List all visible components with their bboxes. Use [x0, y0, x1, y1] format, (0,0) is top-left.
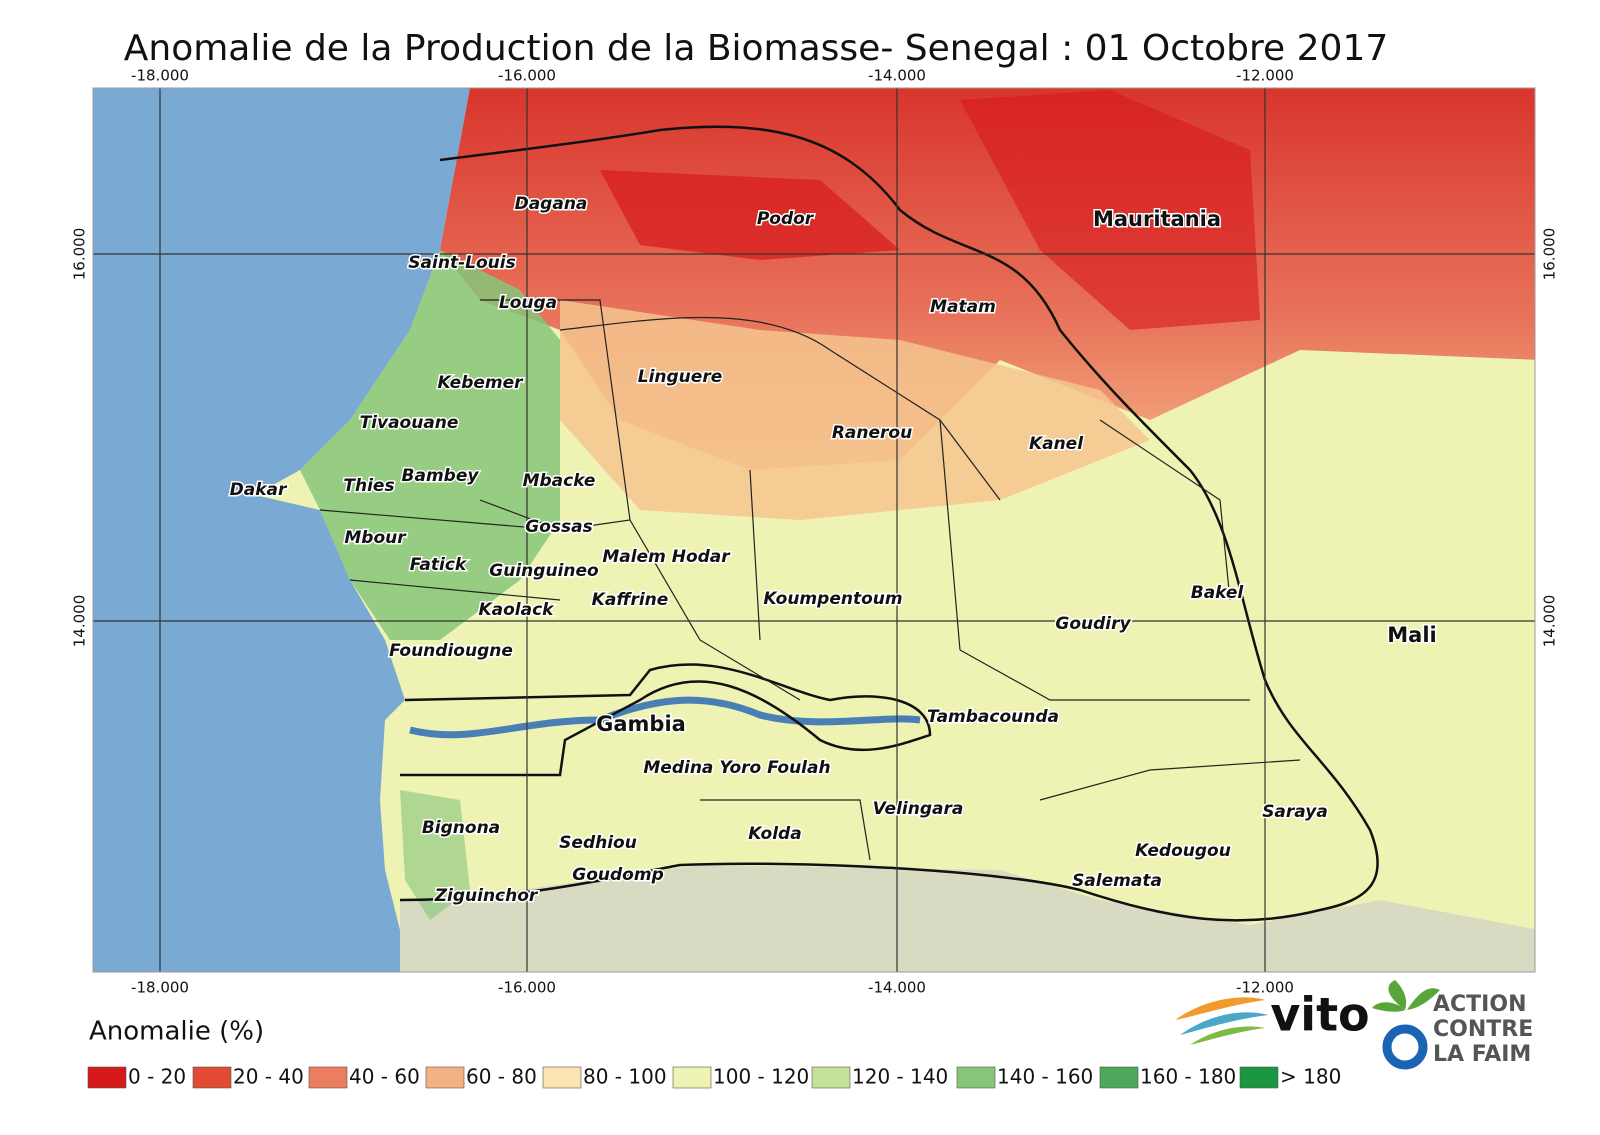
place-label: Saraya: [1262, 802, 1328, 822]
place-label: Medina Yoro Foulah: [643, 758, 830, 778]
place-label: Sedhiou: [559, 833, 637, 853]
country-label: Mali: [1387, 623, 1436, 647]
legend-swatch: [1239, 1066, 1279, 1089]
legend-swatch: [308, 1066, 348, 1089]
place-label: Koumpentoum: [763, 589, 902, 609]
country-label: Gambia: [596, 712, 686, 736]
legend-label: 80 - 100: [583, 1065, 667, 1089]
place-label: Louga: [499, 293, 557, 313]
lat-label: 16.000: [71, 228, 89, 281]
lat-label: 14.000: [1541, 595, 1559, 648]
lon-label: -12.000: [1236, 979, 1294, 997]
legend: 0 - 20 20 - 40 40 - 60 60 - 80 80 - 100 100 -…: [87, 1065, 1341, 1089]
red-core: [600, 170, 900, 260]
country-label: Mauritania: [1093, 207, 1221, 231]
vito-logo: vito: [1175, 988, 1370, 1045]
place-label: Mbacke: [523, 471, 596, 491]
legend-label: 100 - 120: [713, 1065, 809, 1089]
place-label: Guinguineo: [489, 561, 599, 581]
legend-label: 0 - 20: [128, 1065, 186, 1089]
place-label: Malem Hodar: [602, 547, 731, 567]
legend-label: 160 - 180: [1140, 1065, 1236, 1089]
place-label: Tambacounda: [927, 707, 1059, 727]
place-label: Kaffrine: [592, 590, 669, 610]
legend-swatch: [87, 1066, 127, 1089]
place-label: Kolda: [748, 824, 801, 844]
acf-line: ACTION: [1433, 992, 1526, 1017]
place-label: Goudomp: [572, 865, 663, 885]
lon-label: -14.000: [868, 67, 926, 85]
legend-swatch: [192, 1066, 232, 1089]
title: Anomalie de la Production de la Biomasse…: [124, 28, 1389, 69]
guinea-zone: [400, 865, 1535, 972]
lat-label: 16.000: [1541, 228, 1559, 281]
legend-label: > 180: [1280, 1065, 1341, 1089]
place-label: Ziguinchor: [434, 886, 539, 906]
red-core-2: [960, 90, 1260, 330]
legend-label: 120 - 140: [852, 1065, 948, 1089]
gambia-river: [409, 696, 921, 739]
place-label: Tivaouane: [360, 413, 459, 433]
lon-label: -16.000: [498, 979, 556, 997]
place-label: Salemata: [1072, 871, 1162, 891]
frame: [92, 87, 1536, 973]
peach-zone: [560, 300, 1150, 520]
lon-label: -12.000: [1236, 67, 1294, 85]
place-label: Matam: [930, 297, 996, 317]
legend-swatch: [425, 1066, 465, 1089]
legend-swatch: [811, 1066, 851, 1089]
place-label: Foundiougne: [389, 641, 513, 661]
place-label: Mbour: [344, 528, 407, 548]
place-label: Kaolack: [478, 600, 555, 620]
place-label: Bakel: [1191, 583, 1245, 603]
lat-label: 14.000: [71, 595, 89, 648]
acf-line: CONTRE: [1433, 1017, 1533, 1042]
legend-swatch: [672, 1066, 712, 1089]
casamance-green: [400, 790, 470, 920]
graticule: [93, 88, 1535, 972]
legend-label: 140 - 160: [997, 1065, 1093, 1089]
place-label: Thies: [343, 476, 394, 496]
acf-line: LA FAIM: [1433, 1042, 1531, 1067]
legend-title: Anomalie (%): [89, 1017, 264, 1047]
lon-label: -18.000: [131, 67, 189, 85]
lon-label: -18.000: [131, 979, 189, 997]
lon-label: -14.000: [868, 979, 926, 997]
map: [93, 88, 1535, 972]
place-label: Podor: [757, 209, 815, 229]
place-label: Bambey: [402, 466, 480, 486]
place-label: Velingara: [873, 799, 964, 819]
place-label: Dakar: [230, 480, 288, 500]
legend-label: 20 - 40: [233, 1065, 304, 1089]
labels: -18.000 -18.000 -16.000 -16.000 -14.000 -14.0…: [71, 67, 1559, 997]
lon-label: -16.000: [498, 67, 556, 85]
place-label: Dagana: [515, 194, 588, 214]
place-label: Kanel: [1029, 434, 1084, 454]
vito-text: vito: [1270, 988, 1369, 1042]
coastal-green: [300, 250, 560, 640]
place-label: Saint-Louis: [408, 253, 515, 273]
acf-logo: ACTION CONTRE LA FAIM: [1372, 980, 1533, 1070]
legend-swatch: [1099, 1066, 1139, 1089]
place-label: Gossas: [525, 517, 592, 537]
place-label: Goudiry: [1055, 614, 1131, 634]
place-label: Kebemer: [437, 373, 524, 393]
legend-swatch: [956, 1066, 996, 1089]
gambia-border: [400, 663, 932, 777]
place-label: Fatick: [410, 555, 468, 575]
place-label: Ranerou: [832, 423, 912, 443]
legend-label: 60 - 80: [466, 1065, 537, 1089]
place-label: Bignona: [422, 818, 500, 838]
place-label: Kedougou: [1135, 841, 1231, 861]
admin-boundaries: [319, 299, 1301, 861]
legend-swatch: [542, 1066, 582, 1089]
place-label: Linguere: [638, 367, 722, 387]
legend-label: 40 - 60: [349, 1065, 420, 1089]
